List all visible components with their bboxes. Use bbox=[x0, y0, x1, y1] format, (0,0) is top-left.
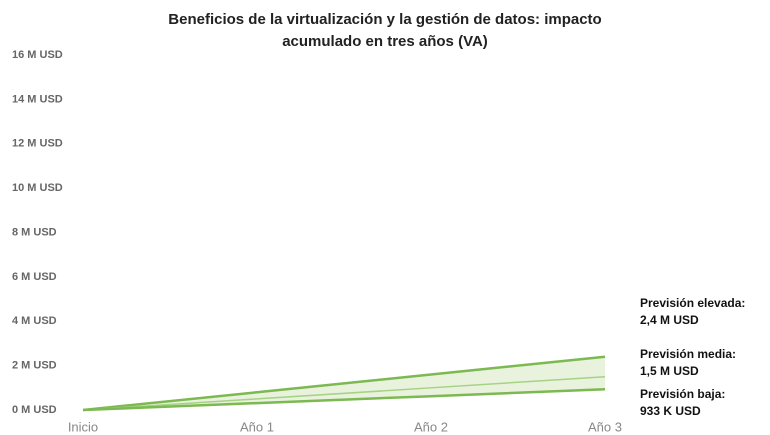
annotation-value: 933 K USD bbox=[640, 404, 701, 418]
y-tick-label: 8 M USD bbox=[12, 226, 57, 238]
chart-title: Beneficios de la virtualización y la ges… bbox=[168, 11, 601, 28]
chart-title: acumulado en tres años (VA) bbox=[282, 33, 488, 50]
x-tick-label: Año 3 bbox=[588, 419, 622, 434]
y-tick-label: 0 M USD bbox=[12, 404, 57, 416]
annotation-name: Previsión elevada: bbox=[640, 296, 745, 310]
series-line bbox=[82, 355, 606, 412]
annotation-name: Previsión baja: bbox=[640, 387, 725, 401]
series-line bbox=[82, 388, 606, 412]
x-tick-label: Año 2 bbox=[414, 419, 448, 434]
y-tick-label: 6 M USD bbox=[12, 271, 57, 283]
annotation-value: 2,4 M USD bbox=[640, 313, 699, 327]
annotation-value: 1,5 M USD bbox=[640, 364, 699, 378]
series-line bbox=[82, 375, 606, 411]
y-tick-label: 16 M USD bbox=[12, 49, 63, 61]
annotation-name: Previsión media: bbox=[640, 347, 736, 361]
y-tick-label: 10 M USD bbox=[12, 182, 63, 194]
y-tick-label: 4 M USD bbox=[12, 315, 57, 327]
x-tick-label: Año 1 bbox=[240, 419, 274, 434]
x-tick-label: Inicio bbox=[68, 419, 98, 434]
y-tick-label: 14 M USD bbox=[12, 93, 63, 105]
y-tick-label: 12 M USD bbox=[12, 138, 63, 150]
y-tick-label: 2 M USD bbox=[12, 360, 57, 372]
